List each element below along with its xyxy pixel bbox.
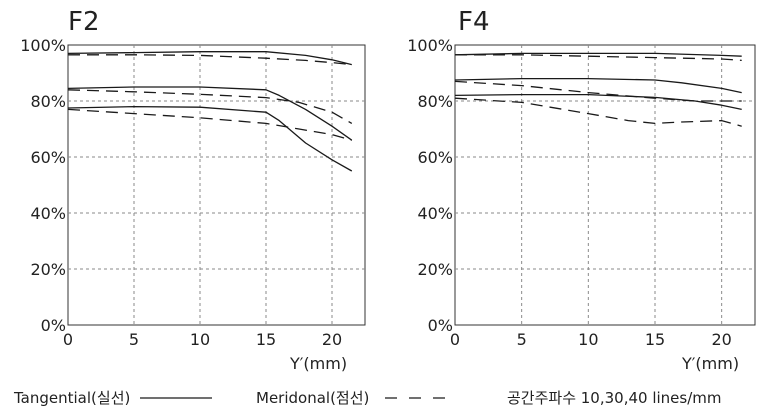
legend-meridional-label: Meridonal(점선)	[256, 389, 369, 407]
y-tick-label: 60%	[417, 148, 453, 167]
y-tick-label: 80%	[30, 92, 66, 111]
meridional-series-line	[67, 108, 352, 141]
x-axis-label: Y′(mm)	[289, 354, 347, 373]
x-tick-label: 15	[256, 330, 276, 349]
tangential-series-line	[454, 93, 742, 111]
tangential-series-line	[67, 51, 352, 66]
x-tick-label: 10	[578, 330, 598, 349]
x-tick-label: 5	[517, 330, 527, 349]
tangential-series-line	[454, 77, 742, 94]
meridional-series-line	[454, 97, 742, 127]
meridional-series-line	[68, 54, 352, 66]
meridional-series-line	[454, 80, 742, 102]
meridional-series-line	[455, 54, 742, 62]
mtf-chart-f2: F2 Y′(mm) 0 5 10 15 20 0% 20% 40% 60% 80% 100%	[20, 7, 366, 373]
legend-frequency-label: 공간주파수 10,30,40 lines/mm	[507, 389, 722, 407]
y-tick-label: 40%	[30, 204, 66, 223]
x-tick-label: 20	[322, 330, 342, 349]
plot-frame	[454, 44, 756, 326]
y-tick-label: 20%	[417, 260, 453, 279]
legend-tangential-label: Tangential(실선)	[13, 389, 130, 407]
y-tick-label: 100%	[20, 36, 66, 55]
y-tick-label: 0%	[41, 316, 66, 335]
tangential-series-line	[67, 86, 353, 141]
tangential-series-line	[454, 52, 742, 57]
x-tick-label: 0	[63, 330, 73, 349]
legend: Tangential(실선) Meridonal(점선) 공간주파수 10,30…	[13, 389, 722, 407]
x-tick-label: 5	[129, 330, 139, 349]
x-tick-label: 20	[711, 330, 731, 349]
x-axis-label: Y′(mm)	[681, 354, 739, 373]
tangential-series-line	[67, 105, 353, 172]
y-tick-label: 60%	[30, 148, 66, 167]
y-tick-label: 40%	[417, 204, 453, 223]
x-tick-label: 15	[645, 330, 665, 349]
x-tick-label: 0	[450, 330, 460, 349]
y-tick-label: 20%	[30, 260, 66, 279]
meridional-series-line	[67, 89, 353, 124]
y-tick-label: 0%	[428, 316, 453, 335]
mtf-chart-f4: F4 Y′(mm) 0 5 10 15 20 0% 20% 40% 60% 80% 100%	[407, 7, 756, 373]
x-tick-label: 10	[190, 330, 210, 349]
chart-title: F2	[68, 7, 100, 37]
y-tick-label: 100%	[407, 36, 453, 55]
chart-title: F4	[458, 7, 490, 37]
y-tick-label: 80%	[417, 92, 453, 111]
plot-frame	[67, 44, 366, 326]
